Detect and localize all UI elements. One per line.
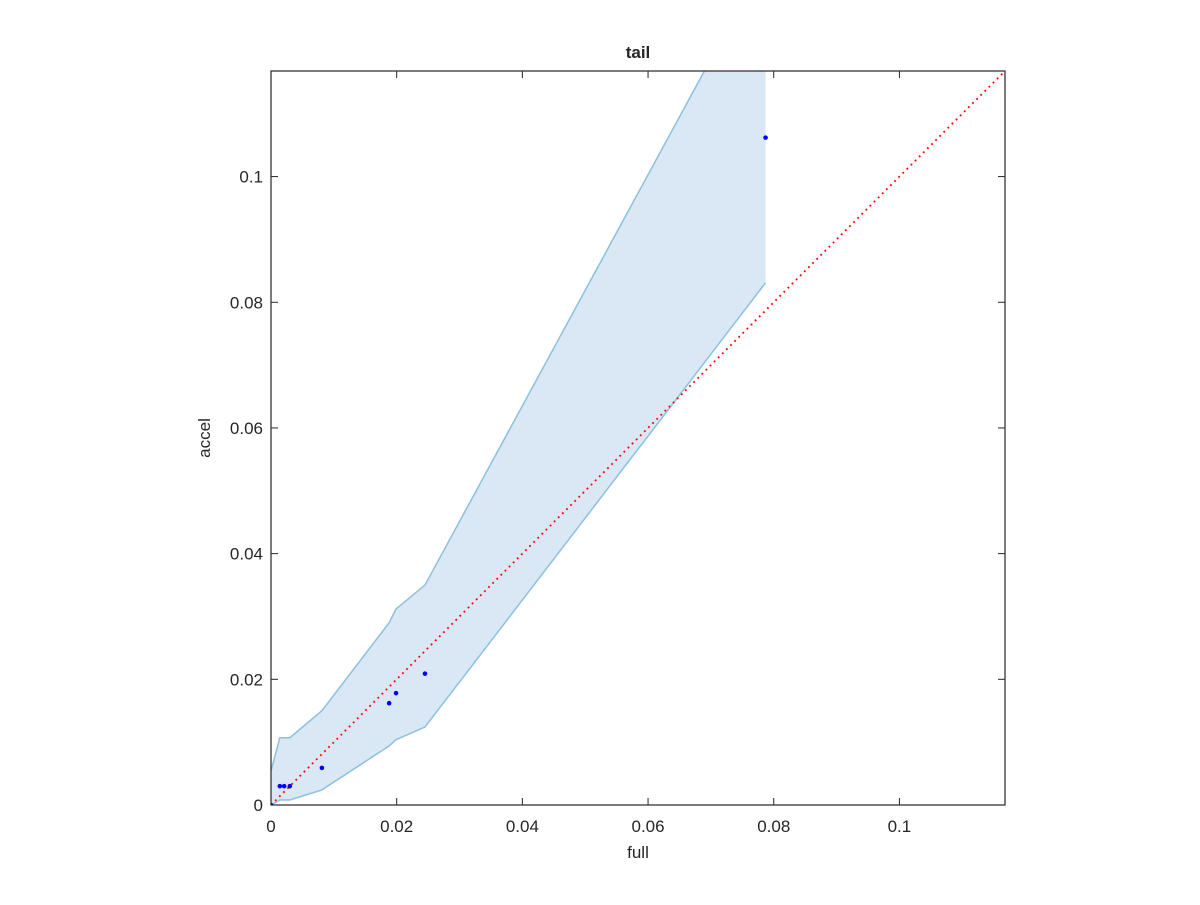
plot-area — [271, 71, 1005, 805]
point — [281, 783, 287, 789]
axes-box — [270, 70, 1006, 806]
x-tick-label: 0.06 — [632, 817, 665, 836]
y-axis-label: accel — [195, 418, 214, 458]
y-tick-label: 0.02 — [230, 670, 263, 689]
x-tick-label: 0.04 — [506, 817, 539, 836]
point — [422, 671, 428, 676]
y-tick-label: 0 — [254, 796, 263, 815]
y-tick-label: 0.08 — [230, 293, 263, 312]
y-tick-label: 0.1 — [239, 168, 263, 187]
point — [319, 765, 325, 771]
y-tick-label: 0.04 — [230, 545, 263, 564]
x-axis-label: full — [627, 843, 649, 862]
point — [287, 783, 293, 789]
point — [277, 783, 283, 789]
y-tick-label: 0.06 — [230, 419, 263, 438]
point — [393, 690, 399, 696]
x-tick-label: 0.08 — [757, 817, 790, 836]
x-tick-label: 0.02 — [380, 817, 413, 836]
chart-title: tail — [626, 43, 651, 62]
band-upper-edge — [271, 71, 706, 772]
point — [763, 135, 768, 140]
band-lower-edge — [271, 282, 767, 805]
point — [386, 700, 392, 706]
band-fill — [271, 71, 766, 805]
identity-line — [271, 71, 1005, 805]
x-tick-label: 0 — [266, 817, 275, 836]
x-tick-label: 0.1 — [888, 817, 912, 836]
